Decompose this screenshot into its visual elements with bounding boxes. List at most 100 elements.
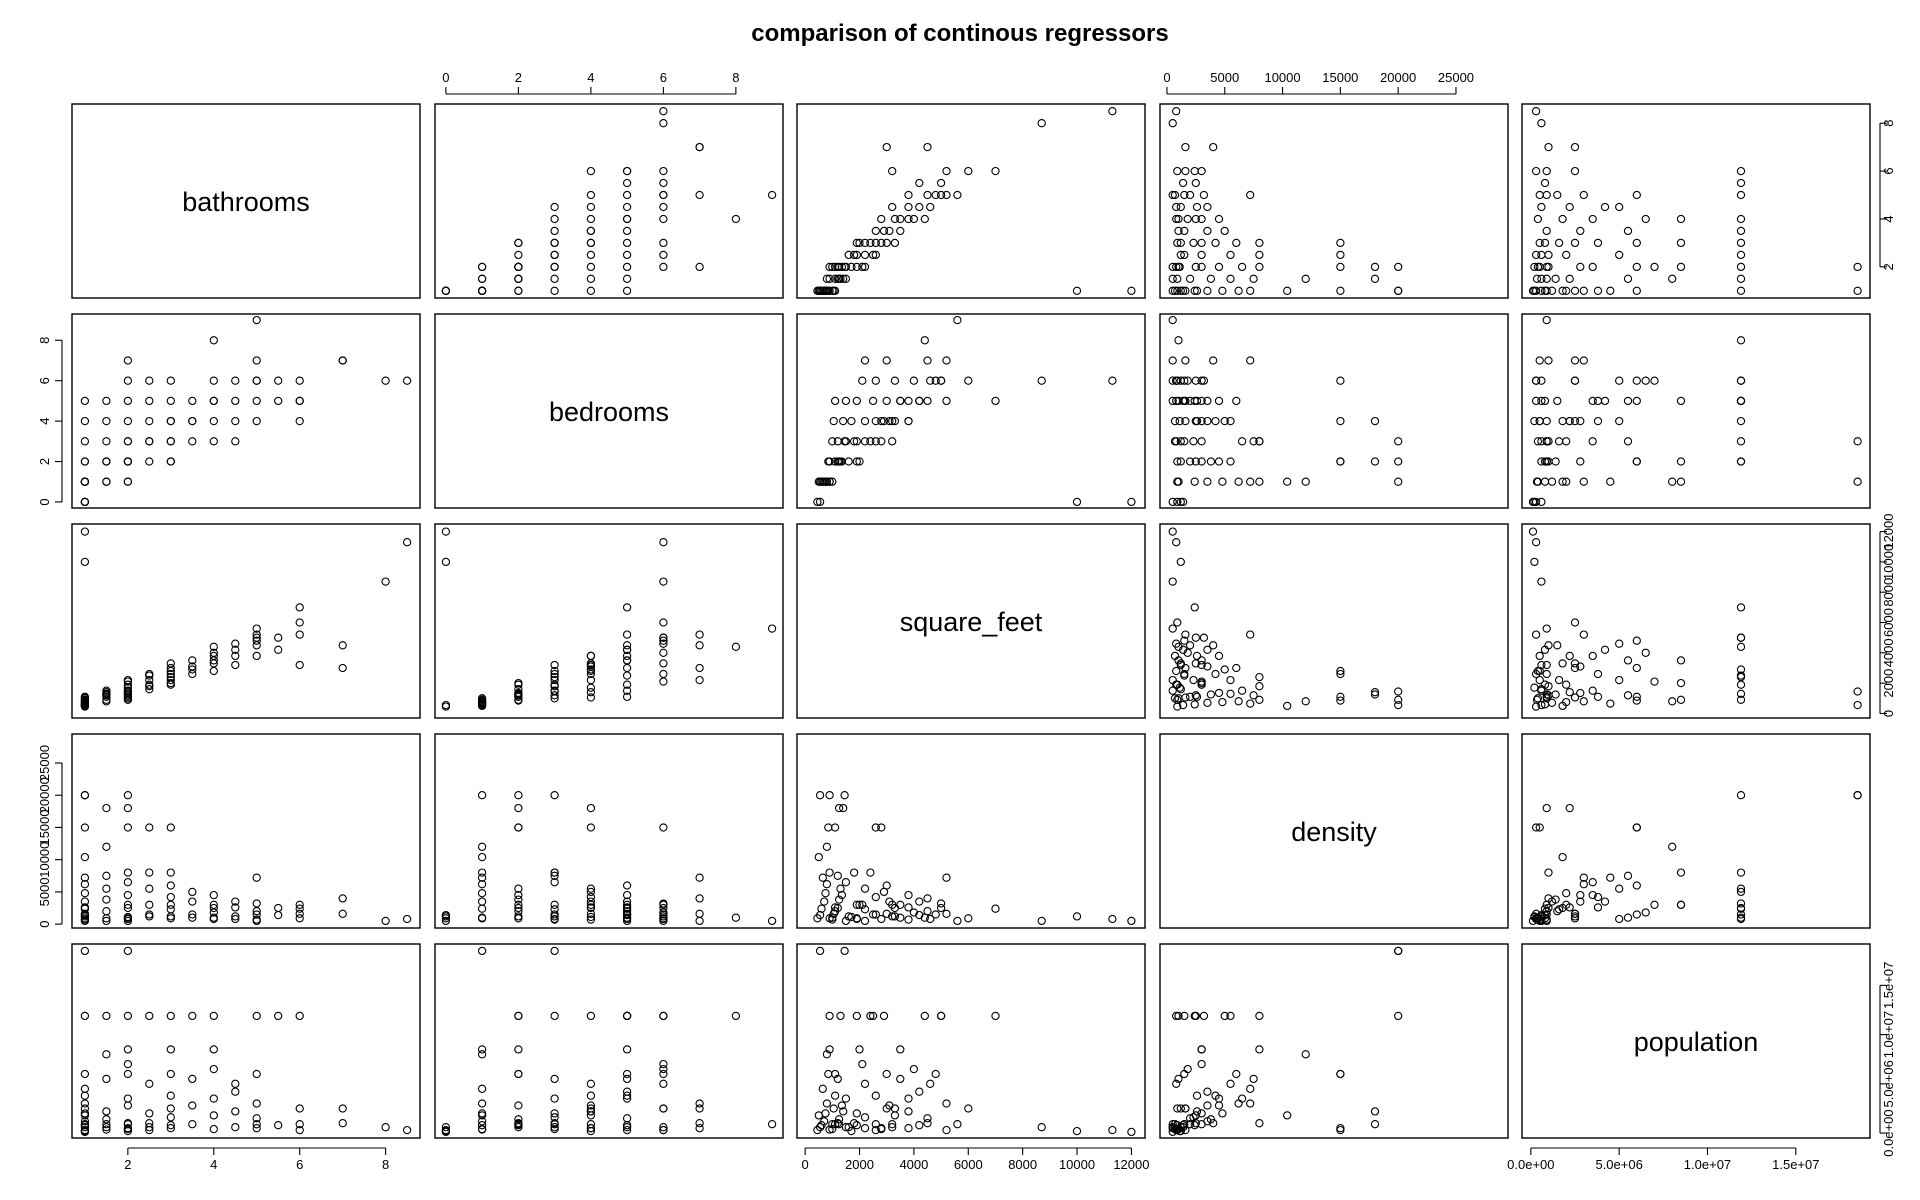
data-point: [80, 457, 90, 466]
data-point: [145, 669, 154, 679]
data-point: [820, 897, 829, 906]
data-point: [295, 1011, 304, 1021]
data-point: [821, 889, 830, 898]
data-point: [441, 700, 451, 710]
data-point: [550, 1074, 559, 1084]
data-point: [896, 1045, 905, 1054]
data-point: [695, 873, 704, 882]
data-point: [1174, 336, 1183, 345]
data-point: [866, 868, 875, 877]
data-point: [659, 903, 668, 913]
data-point: [1736, 665, 1746, 674]
data-point: [1535, 190, 1544, 200]
data-point: [441, 1126, 451, 1136]
data-point: [882, 1069, 891, 1079]
data-point: [1531, 396, 1541, 406]
data-point: [888, 900, 897, 909]
data-point: [80, 437, 90, 446]
data-point: [1336, 666, 1345, 676]
data-point: [1214, 1094, 1224, 1103]
data-point: [80, 477, 90, 486]
data-point: [1183, 214, 1192, 224]
data-point: [586, 660, 596, 670]
data-point: [338, 356, 347, 365]
data-point: [145, 910, 154, 919]
data-point: [586, 1120, 596, 1129]
data-point: [1600, 897, 1610, 906]
data-point: [295, 618, 304, 627]
data-point: [1542, 416, 1551, 426]
data-point: [1736, 396, 1746, 406]
data-point: [252, 873, 261, 882]
tick-label: 4: [37, 417, 52, 424]
data-point: [868, 250, 878, 260]
data-point: [942, 356, 951, 365]
data-point: [814, 1111, 823, 1120]
data-point: [852, 914, 861, 923]
data-point: [1246, 190, 1255, 200]
data-point: [1191, 691, 1200, 700]
data-point: [338, 641, 347, 650]
data-point: [123, 680, 133, 689]
data-point: [942, 396, 951, 406]
data-point: [1181, 142, 1190, 152]
data-point: [209, 903, 218, 913]
panel-frame: [71, 103, 421, 299]
data-point: [852, 1109, 861, 1118]
data-point: [188, 437, 197, 446]
data-point: [1554, 675, 1564, 685]
data-point: [123, 692, 133, 701]
data-point: [1736, 899, 1746, 908]
data-point: [1370, 274, 1380, 283]
data-point: [1178, 286, 1188, 295]
data-point: [1588, 686, 1597, 695]
data-point: [882, 356, 891, 365]
data-point: [825, 286, 834, 295]
data-point: [659, 166, 668, 176]
data-point: [1676, 477, 1686, 486]
data-point: [659, 677, 668, 686]
data-point: [1127, 286, 1136, 295]
data-point: [622, 671, 632, 680]
data-point: [1203, 698, 1212, 707]
data-point: [841, 1123, 851, 1132]
data-point: [514, 914, 523, 923]
data-point: [1736, 904, 1746, 913]
data-point: [1668, 477, 1677, 486]
data-point: [1551, 457, 1560, 466]
data-point: [252, 1114, 261, 1123]
data-point: [1736, 633, 1746, 642]
data-point: [1237, 1094, 1247, 1103]
data-point: [295, 909, 304, 918]
data-point: [1537, 457, 1546, 466]
data-point: [209, 651, 218, 661]
data-point: [1246, 699, 1255, 708]
data-point: [1542, 803, 1551, 813]
data-point: [123, 791, 133, 800]
data-point: [904, 214, 913, 224]
data-point: [915, 897, 924, 906]
data-point: [1192, 1091, 1202, 1100]
data-point: [834, 1115, 844, 1124]
data-point: [231, 1087, 240, 1096]
data-point: [1209, 641, 1218, 650]
data-point: [1641, 214, 1650, 224]
data-point: [1394, 946, 1403, 956]
data-point: [1530, 683, 1539, 692]
data-point: [102, 1115, 111, 1124]
data-point: [1623, 226, 1633, 236]
data-point: [659, 238, 668, 248]
data-point: [1234, 477, 1243, 486]
data-point: [1211, 416, 1220, 426]
data-point: [622, 214, 632, 224]
data-point: [1558, 286, 1567, 295]
data-point: [868, 396, 878, 406]
data-point: [1191, 633, 1200, 642]
data-point: [659, 618, 668, 627]
data-point: [123, 946, 133, 956]
data-point: [145, 900, 154, 909]
data-point: [166, 663, 175, 673]
data-point: [622, 645, 632, 654]
